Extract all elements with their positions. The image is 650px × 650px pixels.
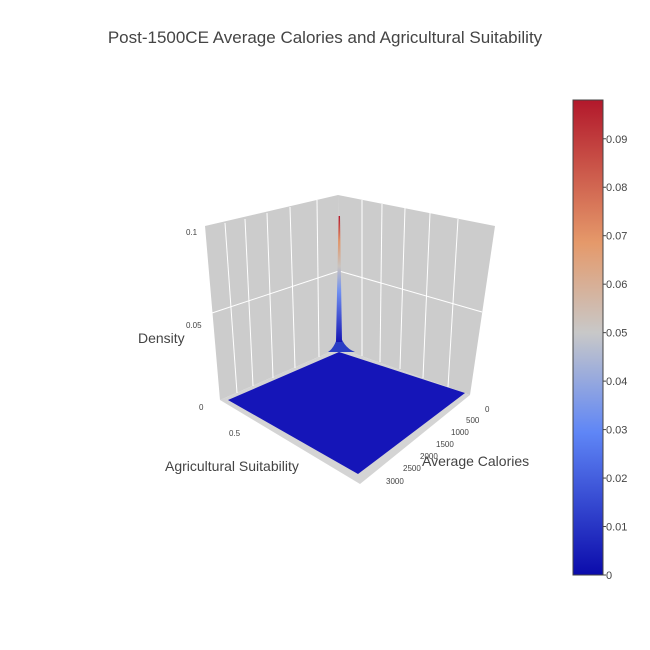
x-tick: 2500 — [403, 464, 421, 473]
z-axis: 0.1 0.05 0 Density — [138, 228, 204, 412]
z-tick: 0 — [199, 403, 204, 412]
surface-base — [228, 352, 465, 474]
colorbar-gradient — [572, 99, 604, 576]
x-axis: 0 500 1000 1500 2000 2500 3000 Average C… — [386, 405, 529, 486]
z-tick: 0.05 — [186, 321, 202, 330]
x-tick: 1000 — [451, 428, 469, 437]
chart-title: Post-1500CE Average Calories and Agricul… — [107, 28, 543, 47]
right-back-wall — [338, 195, 495, 395]
x-tick: 0 — [485, 405, 490, 414]
colorbar: 0 0.01 0.02 0.03 0.04 0.05 0.06 0.07 0.08 0.09 — [572, 99, 627, 582]
colorbar-tick-label: 0.01 — [606, 522, 627, 534]
x-tick: 1500 — [436, 440, 454, 449]
y-axis-title: Agricultural Suitability — [165, 458, 299, 474]
x-axis-title: Average Calories — [422, 453, 529, 469]
colorbar-tick-label: 0.03 — [606, 425, 627, 437]
wall-grid — [211, 199, 483, 394]
y-tick: 0.5 — [229, 429, 241, 438]
colorbar-tick-label: 0.09 — [606, 134, 627, 146]
colorbar-tick-label: 0.04 — [606, 376, 627, 388]
colorbar-tick-label: 0.07 — [606, 231, 627, 243]
colorbar-tick-label: 0 — [606, 570, 612, 582]
colorbar-ticks: 0 0.01 0.02 0.03 0.04 0.05 0.06 0.07 0.08 0.09 — [603, 134, 627, 582]
x-tick: 2000 — [420, 452, 438, 461]
surface-peak — [336, 216, 342, 342]
colorbar-tick-label: 0.02 — [606, 473, 627, 485]
z-tick: 0.1 — [186, 228, 198, 237]
left-back-wall — [205, 195, 339, 400]
z-axis-title: Density — [138, 330, 185, 346]
colorbar-tick-label: 0.05 — [606, 328, 627, 340]
y-axis: 0.5 Agricultural Suitability — [165, 429, 299, 474]
colorbar-tick-label: 0.08 — [606, 182, 627, 194]
colorbar-tick-label: 0.06 — [606, 279, 627, 291]
x-tick: 3000 — [386, 477, 404, 486]
x-tick: 500 — [466, 416, 480, 425]
